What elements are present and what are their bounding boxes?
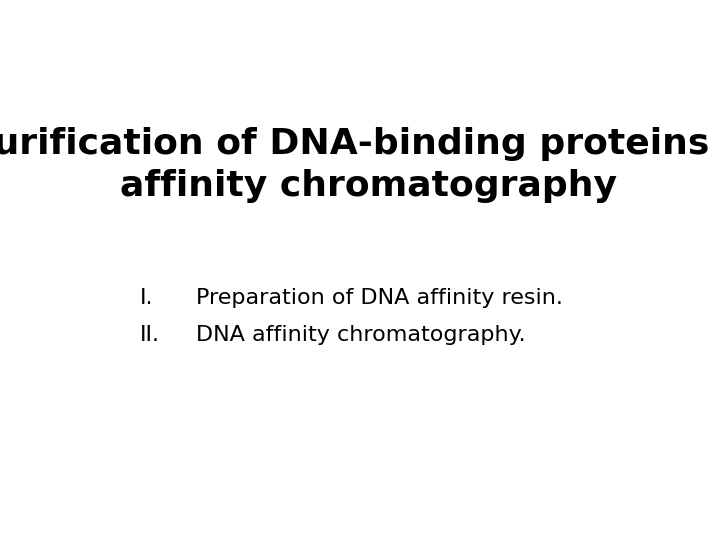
Text: II.: II. xyxy=(140,325,161,345)
Text: Purification of DNA-binding proteins by
affinity chromatography: Purification of DNA-binding proteins by … xyxy=(0,126,720,202)
Text: Preparation of DNA affinity resin.: Preparation of DNA affinity resin. xyxy=(196,288,563,308)
Text: DNA affinity chromatography.: DNA affinity chromatography. xyxy=(196,325,526,345)
Text: I.: I. xyxy=(140,288,154,308)
